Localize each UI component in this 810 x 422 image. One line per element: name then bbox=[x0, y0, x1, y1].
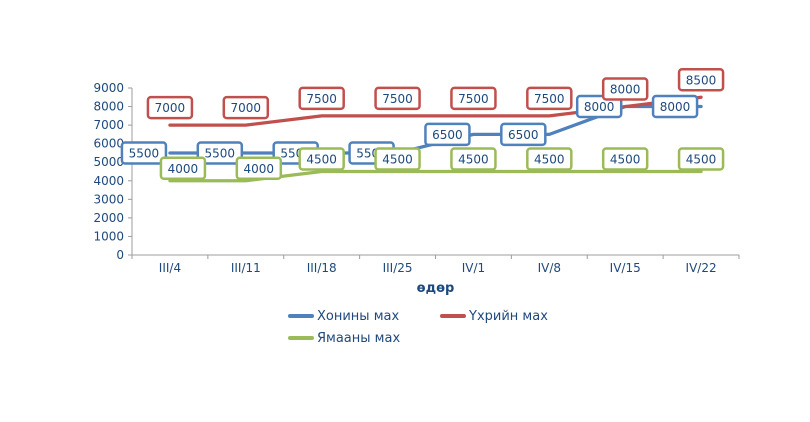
data-label-box-0 bbox=[575, 94, 623, 119]
data-label-value: 6500 bbox=[508, 128, 539, 142]
data-label-box-2 bbox=[235, 156, 283, 181]
data-label-value: 6500 bbox=[432, 128, 463, 142]
data-label-box-1 bbox=[450, 86, 497, 111]
data-label-value: 7500 bbox=[306, 92, 337, 106]
data-label-value: 5500 bbox=[205, 146, 236, 160]
legend-row-2: Ямааны мах bbox=[288, 327, 548, 349]
data-label-box-0 bbox=[424, 122, 471, 147]
data-label-value: 7500 bbox=[458, 92, 489, 106]
data-label-value: 8000 bbox=[660, 100, 691, 114]
y-axis-tick-label: 8000 bbox=[93, 100, 124, 114]
data-label-box-2 bbox=[526, 147, 573, 171]
data-label-box-0 bbox=[120, 141, 168, 165]
legend-label: Хонины мах bbox=[317, 308, 400, 324]
legend-swatch-red-line bbox=[440, 314, 466, 318]
legend-item-beef-meat: Үхрийн мах bbox=[440, 309, 548, 324]
data-label-box-1 bbox=[677, 68, 725, 92]
legend-swatch-green-line bbox=[288, 336, 314, 340]
x-axis-category-label: IV/15 bbox=[610, 261, 641, 275]
data-label-box-0 bbox=[196, 141, 244, 165]
y-axis-tick-label: 1000 bbox=[93, 229, 124, 243]
legend-label: Үхрийн мах bbox=[469, 308, 548, 324]
data-label-value: 5500 bbox=[129, 146, 160, 160]
y-axis-tick-label: 5000 bbox=[93, 155, 124, 169]
data-label-value: 7500 bbox=[534, 92, 565, 106]
x-axis-category-label: IV/1 bbox=[462, 261, 485, 275]
data-label-box-1 bbox=[374, 86, 421, 111]
data-label-value: 4500 bbox=[382, 153, 413, 167]
data-label-box-1 bbox=[526, 86, 573, 111]
data-label-value: 8000 bbox=[584, 100, 615, 114]
data-label-value: 4000 bbox=[168, 162, 199, 176]
chart-legend: Хонины мах Үхрийн мах Ямааны мах bbox=[288, 305, 548, 349]
data-label-box-2 bbox=[298, 147, 345, 171]
x-axis-category-label: III/4 bbox=[159, 261, 181, 275]
data-label-box-0 bbox=[500, 122, 547, 147]
data-label-value: 8500 bbox=[686, 73, 717, 87]
data-label-value: 7500 bbox=[382, 92, 413, 106]
data-label-box-2 bbox=[601, 147, 649, 171]
data-label-box-2 bbox=[677, 147, 725, 171]
y-axis-tick-label: 4000 bbox=[93, 174, 124, 188]
legend-row-1: Хонины мах Үхрийн мах bbox=[288, 305, 548, 327]
y-axis-tick-label: 7000 bbox=[93, 118, 124, 132]
data-label-box-1 bbox=[601, 77, 649, 101]
x-axis-category-label: III/18 bbox=[307, 261, 337, 275]
y-axis-tick-label: 3000 bbox=[93, 192, 124, 206]
legend-label: Ямааны мах bbox=[317, 330, 401, 346]
x-axis-category-label: IV/22 bbox=[686, 261, 717, 275]
x-axis-title: өдөр bbox=[416, 281, 455, 296]
data-label-value: 8000 bbox=[610, 83, 641, 97]
data-label-box-0 bbox=[651, 94, 699, 119]
data-label-box-1 bbox=[222, 95, 270, 120]
data-label-box-1 bbox=[146, 95, 194, 120]
legend-item-goat-meat: Ямааны мах bbox=[288, 331, 400, 346]
y-axis-tick-label: 9000 bbox=[93, 81, 124, 95]
data-label-value: 4500 bbox=[534, 153, 565, 167]
data-label-box-2 bbox=[159, 156, 207, 181]
data-label-value: 4500 bbox=[458, 153, 489, 167]
x-axis-category-label: III/25 bbox=[383, 261, 413, 275]
y-axis-tick-label: 6000 bbox=[93, 137, 124, 151]
y-axis-tick-label: 2000 bbox=[93, 211, 124, 225]
data-label-value: 7000 bbox=[155, 101, 186, 115]
x-axis-category-label: IV/8 bbox=[538, 261, 561, 275]
data-label-box-1 bbox=[298, 86, 345, 111]
data-label-box-2 bbox=[374, 147, 421, 171]
x-axis-category-label: III/11 bbox=[231, 261, 261, 275]
legend-item-sheep-meat: Хонины мах bbox=[288, 309, 440, 324]
y-axis-tick-label: 0 bbox=[116, 248, 124, 262]
data-label-value: 4500 bbox=[686, 153, 717, 167]
data-label-value: 4000 bbox=[244, 162, 275, 176]
data-label-value: 7000 bbox=[231, 101, 262, 115]
data-label-value: 4500 bbox=[306, 153, 337, 167]
data-label-box-2 bbox=[450, 147, 497, 171]
legend-swatch-blue-line bbox=[288, 314, 314, 318]
data-label-value: 4500 bbox=[610, 153, 641, 167]
